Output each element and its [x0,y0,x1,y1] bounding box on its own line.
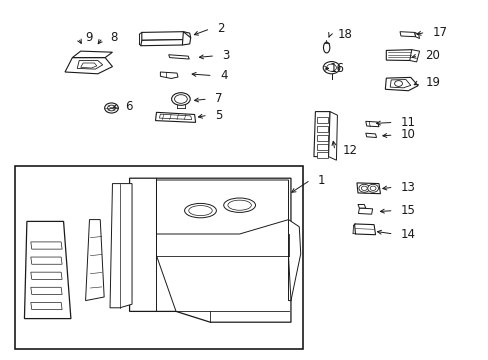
Circle shape [361,186,366,190]
Text: 5: 5 [215,109,222,122]
Circle shape [394,81,402,86]
Text: 13: 13 [400,181,415,194]
Polygon shape [385,77,417,91]
Ellipse shape [188,206,212,216]
Polygon shape [155,112,195,122]
Polygon shape [316,152,327,158]
Text: 1: 1 [317,174,325,186]
Text: 20: 20 [425,49,439,62]
Polygon shape [386,50,414,60]
Polygon shape [316,117,327,123]
Polygon shape [65,58,112,74]
Polygon shape [357,204,365,208]
Polygon shape [159,114,191,120]
Polygon shape [72,51,112,58]
Polygon shape [356,183,380,194]
Polygon shape [31,302,62,310]
Polygon shape [81,63,97,68]
Text: 8: 8 [110,31,117,44]
Polygon shape [129,178,290,322]
Polygon shape [168,55,189,59]
Polygon shape [365,121,378,127]
Polygon shape [399,32,415,37]
Text: 11: 11 [400,116,415,129]
Text: 6: 6 [124,100,132,113]
Circle shape [369,186,375,190]
Text: 12: 12 [342,144,357,157]
Bar [15,166,303,349]
Polygon shape [316,126,327,132]
Polygon shape [313,112,329,157]
Polygon shape [288,220,300,301]
Polygon shape [156,180,288,234]
Ellipse shape [184,203,216,218]
Polygon shape [31,287,62,294]
Polygon shape [85,220,104,301]
Ellipse shape [174,95,187,103]
Polygon shape [182,32,190,45]
Polygon shape [31,272,62,279]
Circle shape [358,184,369,192]
Text: 18: 18 [337,28,351,41]
Text: 16: 16 [329,62,345,75]
Circle shape [323,62,339,74]
Polygon shape [141,40,183,46]
Polygon shape [110,184,132,308]
Polygon shape [31,257,62,264]
Polygon shape [409,50,419,62]
Text: 4: 4 [220,69,227,82]
Text: 2: 2 [217,22,224,35]
Polygon shape [354,224,375,235]
Text: 10: 10 [400,129,415,141]
Ellipse shape [323,42,329,53]
Polygon shape [365,133,376,138]
Text: 14: 14 [400,228,415,240]
Ellipse shape [227,200,251,210]
Text: 3: 3 [222,49,229,62]
Polygon shape [316,135,327,141]
Polygon shape [389,80,410,88]
Circle shape [107,105,115,111]
Text: 7: 7 [215,93,222,105]
Circle shape [367,184,378,192]
Text: 19: 19 [425,76,440,89]
Circle shape [104,103,118,113]
Polygon shape [160,72,178,78]
Ellipse shape [223,198,255,212]
Text: 17: 17 [432,26,447,39]
Polygon shape [24,221,71,319]
Circle shape [326,64,336,71]
Polygon shape [142,32,190,40]
Polygon shape [31,242,62,249]
Polygon shape [414,32,419,39]
Polygon shape [316,144,327,150]
Polygon shape [77,60,102,69]
Ellipse shape [171,93,190,105]
Polygon shape [328,112,337,160]
Polygon shape [358,208,372,214]
Text: 9: 9 [85,31,93,44]
Text: 15: 15 [400,204,415,217]
